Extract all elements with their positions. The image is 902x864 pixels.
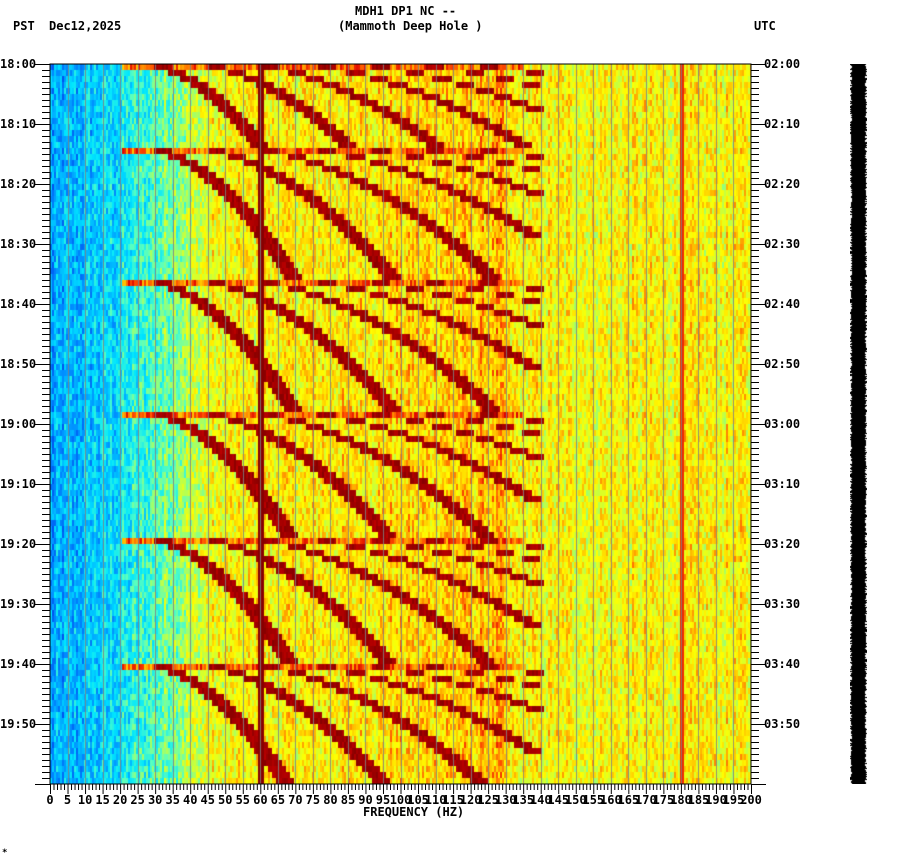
x-tick-label: 85 bbox=[340, 793, 356, 807]
x-tick-label: 135 bbox=[512, 793, 535, 807]
site-title: (Mammoth Deep Hole ) bbox=[338, 19, 483, 33]
y-tick-label-right: 03:50 bbox=[764, 717, 801, 731]
y-tick-label-right: 02:40 bbox=[764, 297, 801, 311]
x-tick-label: 185 bbox=[687, 793, 710, 807]
spectrogram-plot bbox=[50, 64, 751, 784]
y-tick-label-right: 03:40 bbox=[764, 657, 801, 671]
x-tick-label: 150 bbox=[564, 793, 587, 807]
y-tick-label-left: 18:30 bbox=[0, 237, 37, 251]
x-tick-label: 80 bbox=[323, 793, 338, 807]
x-tick-label: 10 bbox=[77, 793, 93, 807]
x-tick-label: 125 bbox=[477, 793, 499, 807]
y-tick-label-right: 02:10 bbox=[764, 117, 801, 131]
y-tick-label-right: 02:30 bbox=[764, 237, 801, 251]
x-tick-label: 30 bbox=[147, 793, 163, 807]
x-tick-label: 40 bbox=[183, 793, 198, 807]
x-tick-label: 160 bbox=[600, 793, 622, 807]
x-tick-label: 60 bbox=[253, 793, 268, 807]
y-tick-label-left: 18:50 bbox=[0, 357, 37, 371]
x-tick-label: 65 bbox=[270, 793, 286, 807]
x-tick-label: 175 bbox=[652, 793, 675, 807]
x-tick-label: 195 bbox=[722, 793, 745, 807]
y-tick-label-left: 19:10 bbox=[0, 477, 37, 491]
x-tick-label: 200 bbox=[740, 793, 762, 807]
x-tick-label: 5 bbox=[63, 793, 72, 807]
y-tick-label-left: 19:00 bbox=[0, 417, 37, 431]
y-tick-label-left: 18:00 bbox=[0, 57, 37, 71]
x-tick-label: 165 bbox=[617, 793, 640, 807]
x-tick-label: 45 bbox=[200, 793, 215, 807]
x-tick-label: 120 bbox=[459, 793, 482, 807]
x-tick-label: 110 bbox=[424, 793, 447, 807]
y-tick-label-right: 02:00 bbox=[764, 57, 801, 71]
x-tick-label: 15 bbox=[95, 793, 110, 807]
x-tick-label: 130 bbox=[494, 793, 517, 807]
y-tick-label-right: 02:50 bbox=[764, 357, 801, 371]
x-tick-label: 100 bbox=[389, 793, 412, 807]
y-tick-label-left: 19:30 bbox=[0, 597, 37, 611]
x-tick-label: 0 bbox=[46, 793, 54, 807]
y-tick-label-left: 19:20 bbox=[0, 537, 37, 551]
y-tick-label-right: 03:20 bbox=[764, 537, 801, 551]
y-tick-label-right: 03:00 bbox=[764, 417, 801, 431]
x-tick-label: 145 bbox=[547, 793, 570, 807]
x-axis-title: FREQUENCY (HZ) bbox=[363, 805, 465, 819]
x-tick-label: 170 bbox=[635, 793, 657, 807]
y-tick-label-left: 18:20 bbox=[0, 177, 37, 191]
x-tick-label: 70 bbox=[288, 793, 303, 807]
date-label: Dec12,2025 bbox=[49, 19, 122, 33]
y-tick-label-left: 18:40 bbox=[0, 297, 37, 311]
x-tick-label: 55 bbox=[235, 793, 251, 807]
right-timezone: UTC bbox=[754, 19, 776, 33]
y-tick-label-right: 03:30 bbox=[764, 597, 801, 611]
x-tick-label: 180 bbox=[670, 793, 692, 807]
x-tick-label: 50 bbox=[218, 793, 233, 807]
x-tick-label: 35 bbox=[165, 793, 180, 807]
left-timezone: PST bbox=[13, 19, 35, 33]
footer-mark: * bbox=[2, 848, 8, 858]
amplitude-trace-bar bbox=[850, 64, 867, 784]
station-title: MDH1 DP1 NC -- bbox=[355, 4, 457, 18]
x-tick-label: 190 bbox=[705, 793, 727, 807]
x-tick-label: 95 bbox=[375, 793, 391, 807]
y-tick-label-right: 03:10 bbox=[764, 477, 801, 491]
x-tick-label: 155 bbox=[582, 793, 605, 807]
x-tick-label: 25 bbox=[130, 793, 145, 807]
x-tick-label: 105 bbox=[407, 793, 429, 807]
x-tick-label: 20 bbox=[112, 793, 128, 807]
x-tick-label: 140 bbox=[529, 793, 552, 807]
y-tick-label-right: 02:20 bbox=[764, 177, 801, 191]
y-tick-label-left: 18:10 bbox=[0, 117, 37, 131]
x-tick-label: 75 bbox=[305, 793, 321, 807]
y-tick-label-left: 19:50 bbox=[0, 717, 37, 731]
y-tick-label-left: 19:40 bbox=[0, 657, 37, 671]
x-tick-label: 90 bbox=[358, 793, 373, 807]
x-tick-label: 115 bbox=[442, 793, 464, 807]
